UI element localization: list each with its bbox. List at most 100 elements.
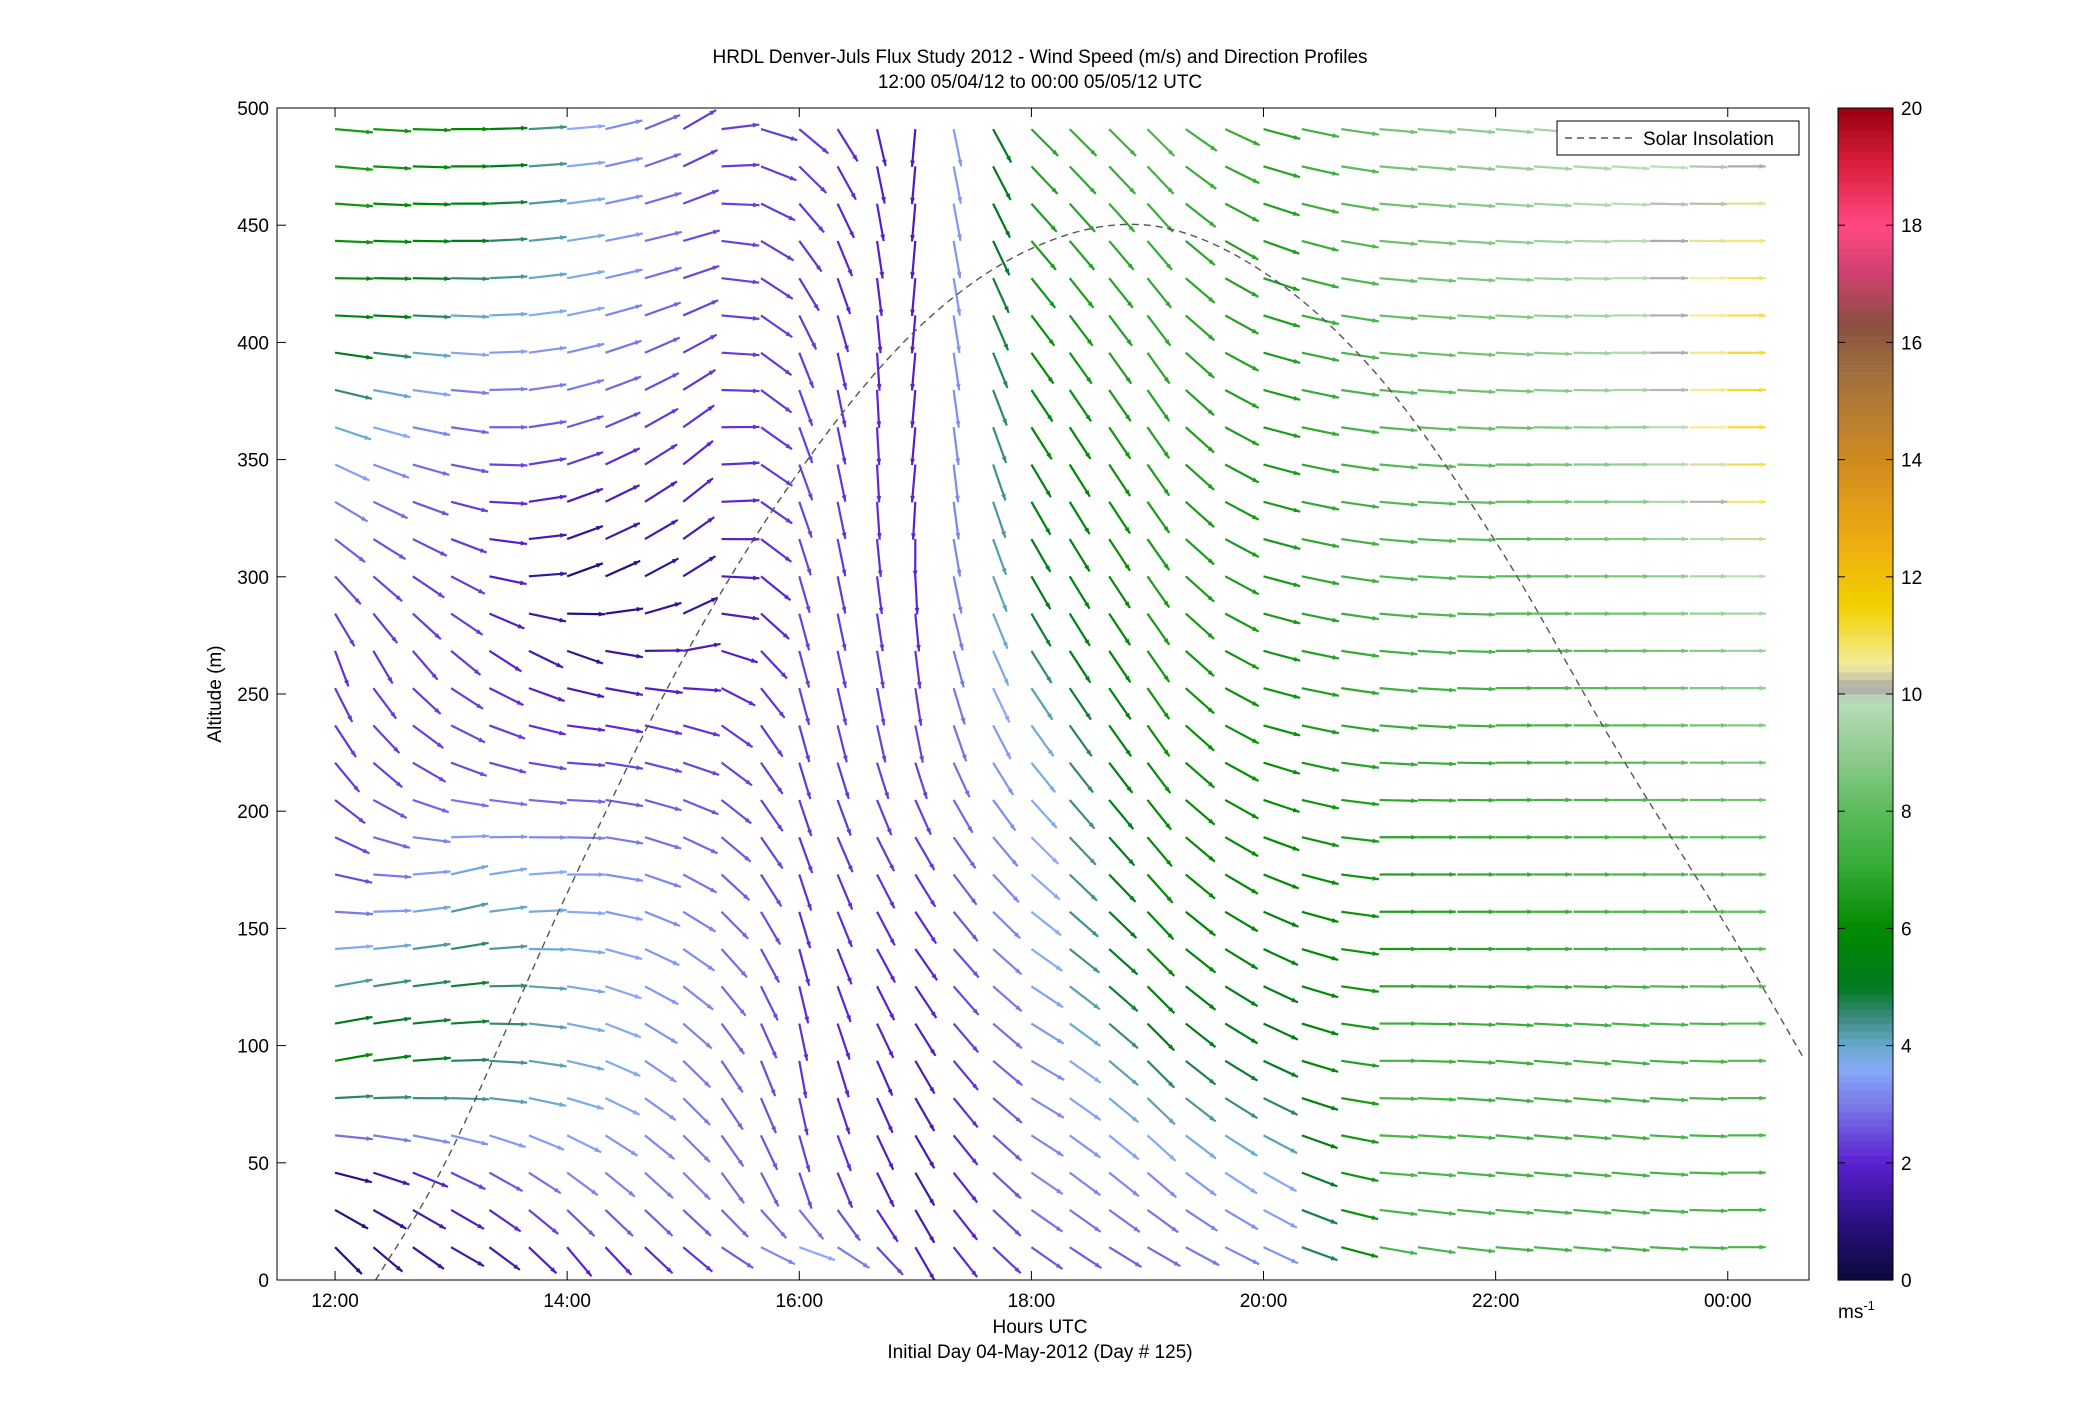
wind-vector-head: [1091, 930, 1099, 937]
wind-vector-head: [636, 765, 643, 771]
wind-vector: [1417, 575, 1456, 581]
wind-vector-head: [958, 643, 964, 651]
wind-vector-head: [482, 163, 490, 169]
wind-vector-head: [1090, 894, 1098, 901]
wind-vector-head: [892, 1235, 898, 1242]
wind-vector-head: [969, 861, 976, 869]
wind-vector: [682, 333, 718, 354]
wind-vector-head: [1093, 1040, 1101, 1047]
wind-vector-head: [1163, 600, 1170, 608]
wind-vector-head: [1643, 313, 1650, 318]
wind-vector: [836, 948, 853, 985]
wind-vector: [1068, 202, 1096, 233]
wind-vector: [1379, 314, 1418, 321]
wind-vector-head: [559, 382, 567, 388]
wind-vector-head: [482, 1096, 490, 1102]
colorbar-segment: [1838, 928, 1893, 937]
wind-vector: [1030, 761, 1057, 793]
wind-vector: [910, 427, 917, 466]
wind-vector: [528, 798, 567, 806]
wind-vector-head: [964, 790, 970, 798]
wind-vector-head: [1057, 1112, 1064, 1118]
wind-vector-head: [854, 1233, 861, 1241]
wind-vector: [1185, 1171, 1217, 1197]
wind-vector-head: [1720, 1245, 1728, 1251]
colorbar-segment: [1838, 899, 1893, 908]
wind-vector-head: [438, 1223, 446, 1229]
wind-vector: [644, 301, 682, 317]
wind-vector: [1649, 536, 1688, 542]
wind-vector-head: [1331, 842, 1339, 847]
wind-vector: [914, 948, 938, 981]
wind-vector: [1341, 314, 1379, 323]
wind-vector-head: [703, 1118, 711, 1125]
colorbar-segment: [1838, 313, 1893, 322]
wind-vector: [992, 240, 1011, 276]
wind-vector-head: [1251, 1223, 1258, 1230]
wind-vector-head: [752, 615, 760, 621]
wind-vector: [1108, 948, 1139, 976]
wind-vector: [1108, 836, 1136, 867]
colorbar-segment: [1838, 239, 1893, 248]
wind-vector: [1611, 797, 1650, 803]
wind-vector-head: [707, 517, 715, 523]
wind-vector: [1185, 873, 1216, 900]
wind-vector: [566, 306, 605, 317]
wind-vector-head: [1721, 909, 1728, 915]
wind-vector-head: [807, 418, 813, 426]
wind-vector: [1146, 501, 1171, 534]
wind-vector-head: [443, 905, 451, 911]
wind-vector: [1263, 388, 1301, 401]
wind-vector: [1495, 165, 1534, 172]
wind-vector: [604, 1246, 633, 1276]
wind-vector-head: [365, 1178, 372, 1183]
wind-vector-head: [403, 433, 410, 438]
wind-vector-head: [1759, 611, 1766, 617]
wind-vector: [682, 148, 718, 168]
wind-vector: [1263, 239, 1300, 255]
wind-vector-head: [560, 986, 567, 991]
wind-vector-head: [929, 1236, 935, 1243]
wind-vector: [798, 202, 825, 234]
wind-vector: [1379, 798, 1418, 804]
wind-vector: [1068, 426, 1092, 460]
wind-vector-head: [887, 1088, 893, 1096]
wind-vector-head: [479, 771, 487, 776]
wind-vector: [914, 873, 937, 908]
wind-vector: [1573, 536, 1612, 542]
wind-vector: [1341, 612, 1380, 621]
wind-vector: [334, 873, 373, 884]
colorbar-segment: [1838, 554, 1893, 563]
wind-vector-head: [811, 342, 817, 350]
wind-vector: [1263, 314, 1301, 328]
wind-vector: [1727, 424, 1766, 430]
wind-vector: [682, 404, 715, 429]
wind-vector-head: [1527, 797, 1534, 803]
wind-vector: [1069, 1022, 1101, 1047]
wind-vector-head: [365, 978, 373, 984]
wind-vector-head: [710, 149, 718, 155]
wind-vector-head: [713, 642, 721, 648]
wind-vector: [1263, 537, 1301, 550]
wind-vector-head: [1449, 798, 1456, 803]
wind-vector-head: [557, 1145, 565, 1150]
wind-vector-head: [1087, 786, 1094, 793]
wind-vector-head: [366, 203, 373, 209]
wind-vector: [1185, 985, 1217, 1011]
wind-vector-head: [1681, 350, 1688, 356]
wind-vector: [1727, 797, 1766, 803]
wind-vector-head: [1372, 355, 1379, 360]
wind-vector: [1611, 872, 1650, 877]
wind-vector-head: [1604, 462, 1612, 468]
wind-vector: [412, 612, 442, 641]
wind-vector-head: [772, 1162, 778, 1170]
wind-vector: [910, 166, 917, 205]
wind-vector: [1146, 1171, 1178, 1199]
wind-vector: [412, 127, 451, 133]
wind-vector-head: [1565, 202, 1572, 208]
wind-vector-head: [1372, 727, 1379, 733]
wind-vector: [412, 276, 451, 282]
wind-vector: [1457, 686, 1496, 692]
wind-vector: [1301, 500, 1340, 511]
wind-vector: [914, 1097, 936, 1132]
